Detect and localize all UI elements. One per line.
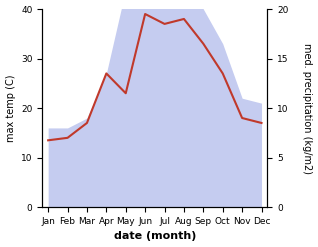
Y-axis label: max temp (C): max temp (C) [5,74,16,142]
X-axis label: date (month): date (month) [114,231,196,242]
Y-axis label: med. precipitation (kg/m2): med. precipitation (kg/m2) [302,43,313,174]
